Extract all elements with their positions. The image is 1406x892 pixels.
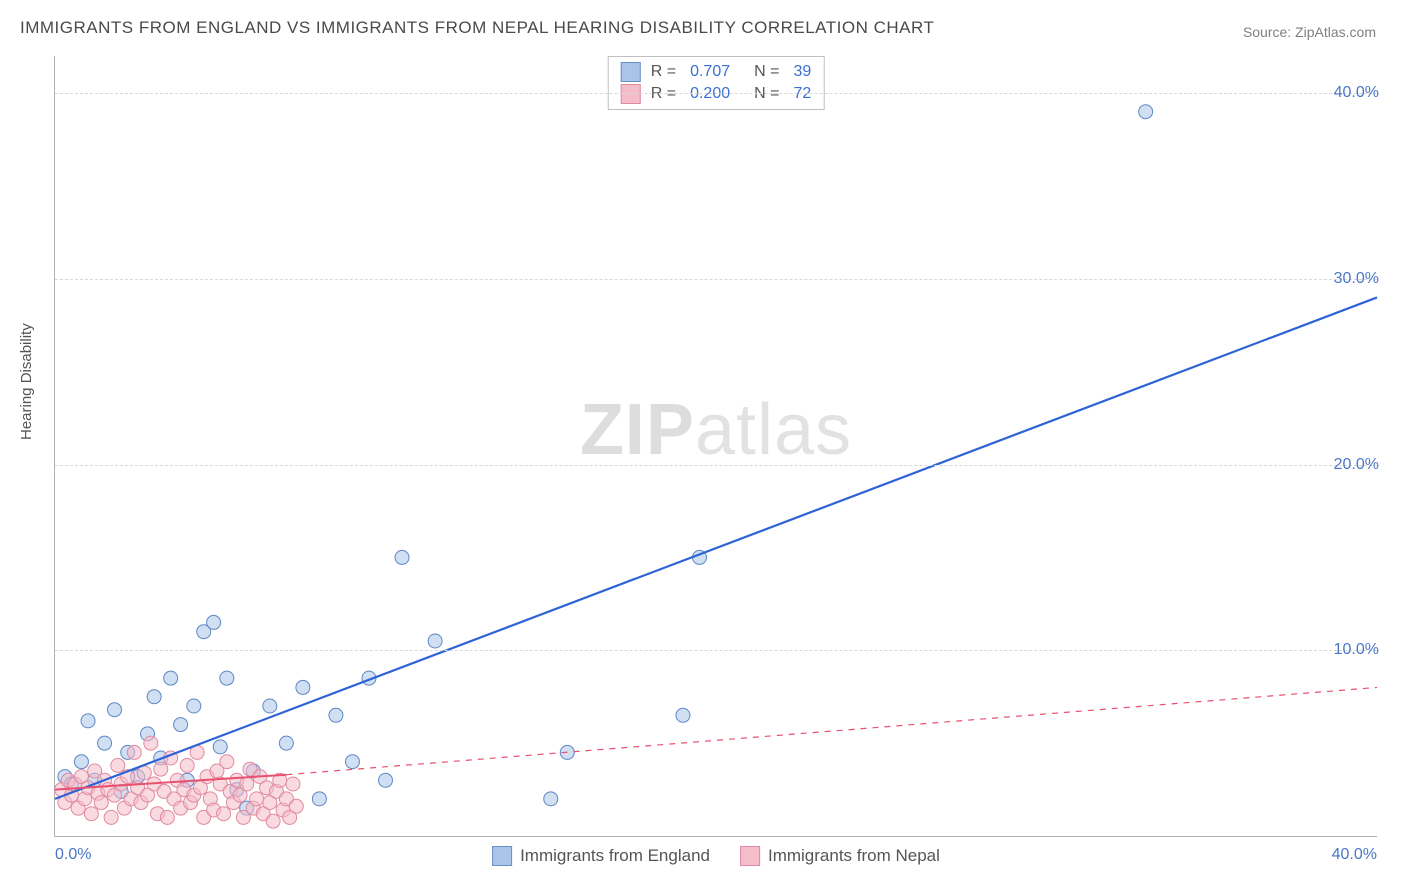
chart-title: IMMIGRANTS FROM ENGLAND VS IMMIGRANTS FR… — [20, 18, 934, 38]
scatter-point-nepal — [240, 777, 254, 791]
trendline-dash-nepal — [286, 687, 1377, 774]
scatter-point-nepal — [94, 796, 108, 810]
scatter-point-nepal — [289, 799, 303, 813]
scatter-point-england — [395, 550, 409, 564]
legend-swatch — [740, 846, 760, 866]
legend-series-label: Immigrants from England — [520, 846, 710, 866]
legend-series-item: Immigrants from Nepal — [740, 846, 940, 866]
scatter-point-england — [312, 792, 326, 806]
plot-area: ZIPatlas R =0.707N =39R =0.200N =72 0.0%… — [54, 56, 1377, 837]
scatter-point-nepal — [160, 810, 174, 824]
legend-stat-row: R = 0.707 N = 39 — [621, 61, 812, 83]
scatter-point-nepal — [286, 777, 300, 791]
scatter-point-nepal — [104, 810, 118, 824]
scatter-point-england — [296, 680, 310, 694]
scatter-point-nepal — [111, 758, 125, 772]
legend-swatch — [492, 846, 512, 866]
scatter-point-nepal — [84, 807, 98, 821]
x-tick-max: 40.0% — [1332, 846, 1377, 864]
scatter-point-england — [220, 671, 234, 685]
scatter-point-england — [174, 718, 188, 732]
scatter-point-nepal — [220, 755, 234, 769]
y-axis-label: Hearing Disability — [18, 323, 35, 440]
legend-series-label: Immigrants from Nepal — [768, 846, 940, 866]
r-value: 0.707 — [690, 61, 730, 83]
y-tick-label: 10.0% — [1334, 641, 1379, 659]
scatter-point-england — [263, 699, 277, 713]
scatter-point-england — [1139, 105, 1153, 119]
scatter-point-england — [544, 792, 558, 806]
scatter-point-england — [428, 634, 442, 648]
scatter-point-england — [345, 755, 359, 769]
chart-svg — [55, 56, 1377, 836]
legend-series-item: Immigrants from England — [492, 846, 710, 866]
scatter-point-nepal — [144, 736, 158, 750]
scatter-point-england — [164, 671, 178, 685]
trendline-england — [55, 297, 1377, 798]
scatter-point-nepal — [266, 814, 280, 828]
scatter-point-nepal — [127, 745, 141, 759]
gridline-h — [55, 465, 1377, 466]
n-value: 39 — [793, 61, 811, 83]
source-attribution: Source: ZipAtlas.com — [1243, 24, 1376, 40]
x-tick-min: 0.0% — [55, 846, 91, 864]
y-tick-label: 20.0% — [1334, 456, 1379, 474]
y-tick-label: 40.0% — [1334, 84, 1379, 102]
scatter-point-england — [107, 703, 121, 717]
scatter-point-england — [74, 755, 88, 769]
series-legend: Immigrants from England Immigrants from N… — [492, 846, 940, 866]
scatter-point-england — [81, 714, 95, 728]
gridline-h — [55, 279, 1377, 280]
scatter-point-england — [187, 699, 201, 713]
legend-swatch — [621, 62, 641, 82]
scatter-point-england — [207, 615, 221, 629]
scatter-point-england — [213, 740, 227, 754]
scatter-point-england — [676, 708, 690, 722]
gridline-h — [55, 650, 1377, 651]
n-label: N = — [754, 61, 779, 83]
scatter-point-england — [147, 690, 161, 704]
scatter-point-england — [279, 736, 293, 750]
scatter-point-nepal — [217, 807, 231, 821]
scatter-point-england — [329, 708, 343, 722]
scatter-point-nepal — [154, 762, 168, 776]
r-label: R = — [651, 61, 676, 83]
scatter-point-nepal — [250, 792, 264, 806]
scatter-point-england — [98, 736, 112, 750]
gridline-h — [55, 93, 1377, 94]
scatter-point-england — [379, 773, 393, 787]
correlation-legend: R =0.707N =39R =0.200N =72 — [608, 56, 825, 110]
scatter-point-nepal — [180, 758, 194, 772]
y-tick-label: 30.0% — [1334, 270, 1379, 288]
